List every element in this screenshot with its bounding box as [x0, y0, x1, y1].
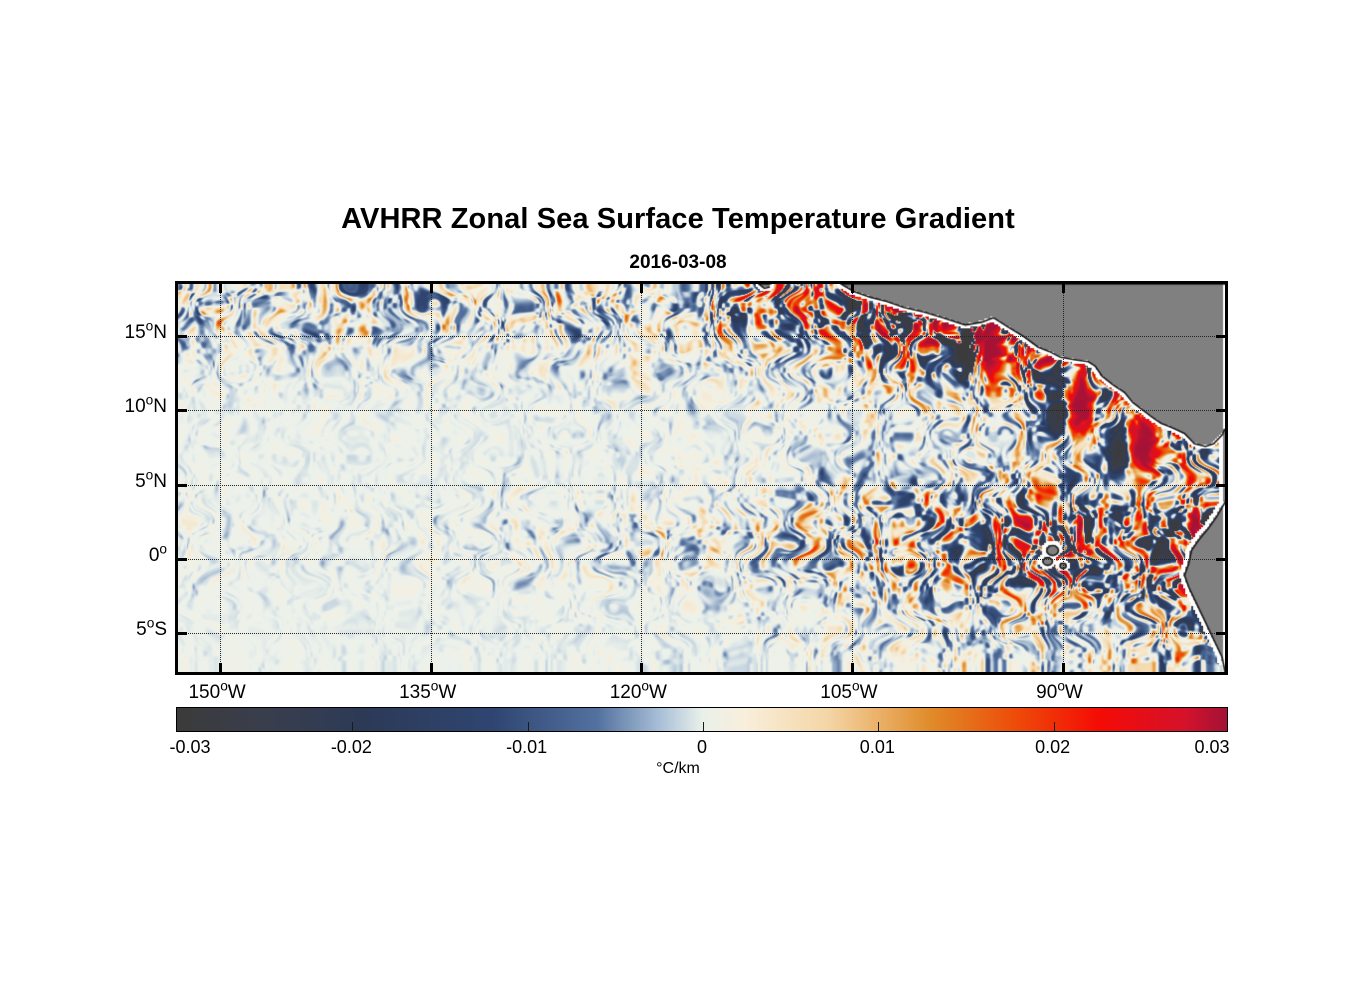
y-axis-tick-label: 5oN — [135, 467, 167, 492]
axis-tick-longitude — [429, 284, 433, 293]
colorbar-unit-label: °C/km — [656, 760, 700, 777]
page-title: AVHRR Zonal Sea Surface Temperature Grad… — [341, 203, 1015, 235]
x-axis-tick-label: 120oW — [609, 678, 667, 703]
colorbar-tick-label: 0.01 — [859, 737, 895, 757]
axis-tick-latitude — [1216, 483, 1225, 487]
gridline-longitude — [220, 284, 222, 672]
colorbar-tick-label: -0.02 — [330, 737, 372, 757]
colorbar-tick-label: 0.03 — [1194, 737, 1230, 757]
y-axis-tick-labels: 15oN 10oN 5oN 0o 5oS — [55, 281, 167, 675]
gridline-latitude — [178, 559, 1225, 561]
colorbar-tick — [703, 722, 704, 731]
colorbar-tick — [878, 722, 880, 731]
x-axis-tick-label: 135oW — [399, 678, 457, 703]
gridline-longitude — [430, 284, 432, 672]
colorbar-gradient — [177, 708, 1227, 731]
axis-tick-latitude — [178, 632, 187, 636]
axis-tick-latitude — [1216, 558, 1225, 562]
axis-tick-latitude — [1216, 632, 1225, 636]
gridline-latitude — [178, 633, 1225, 635]
axis-tick-longitude — [850, 663, 854, 672]
axis-tick-longitude — [1061, 284, 1065, 293]
figure-subtitle-date: 2016-03-08 — [629, 252, 727, 273]
x-axis-tick-label: 90oW — [1036, 678, 1083, 703]
colorbar-tick-labels: -0.03 -0.02 -0.01 0 0.01 0.02 0.03 — [169, 737, 1230, 761]
axis-tick-latitude — [178, 483, 187, 487]
axis-tick-latitude — [1216, 335, 1225, 339]
y-axis-tick-label: 10oN — [124, 393, 167, 418]
x-axis-tick-label: 105oW — [820, 678, 878, 703]
colorbar-tick-label: -0.03 — [169, 737, 211, 757]
axis-tick-longitude — [640, 284, 644, 293]
colorbar-tick — [527, 722, 529, 731]
axis-tick-longitude — [640, 663, 644, 672]
axis-tick-latitude — [178, 558, 187, 562]
axis-tick-latitude — [178, 409, 187, 413]
colorbar-tick-label: 0 — [696, 737, 708, 757]
x-axis-tick-labels: 150oW 135oW 120oW 105oW 90oW — [175, 678, 1228, 708]
sst-gradient-heatmap — [178, 284, 1225, 672]
colorbar — [176, 707, 1228, 732]
gridline-longitude — [641, 284, 643, 672]
x-axis-tick-label: 150oW — [188, 678, 246, 703]
map-plot-area — [175, 281, 1228, 675]
colorbar-tick — [352, 722, 354, 731]
y-axis-tick-label: 15oN — [124, 318, 167, 344]
gridline-longitude — [1062, 284, 1064, 672]
axis-tick-longitude — [850, 284, 854, 293]
axis-tick-latitude — [1216, 409, 1225, 413]
colorbar-tick-label: 0.02 — [1035, 737, 1071, 757]
axis-tick-longitude — [1061, 663, 1065, 672]
colorbar-tick — [1053, 722, 1055, 731]
y-axis-tick-label: 5oS — [136, 616, 167, 641]
y-axis-tick-label: 0o — [148, 541, 167, 567]
gridline-longitude — [851, 284, 853, 672]
gridline-latitude — [178, 484, 1225, 486]
axis-tick-latitude — [178, 335, 187, 339]
colorbar-tick-label: -0.01 — [506, 737, 548, 757]
axis-tick-longitude — [219, 663, 223, 672]
gridline-latitude — [178, 410, 1225, 412]
axis-tick-longitude — [219, 284, 223, 293]
axis-tick-longitude — [429, 663, 433, 672]
gridline-latitude — [178, 336, 1225, 338]
